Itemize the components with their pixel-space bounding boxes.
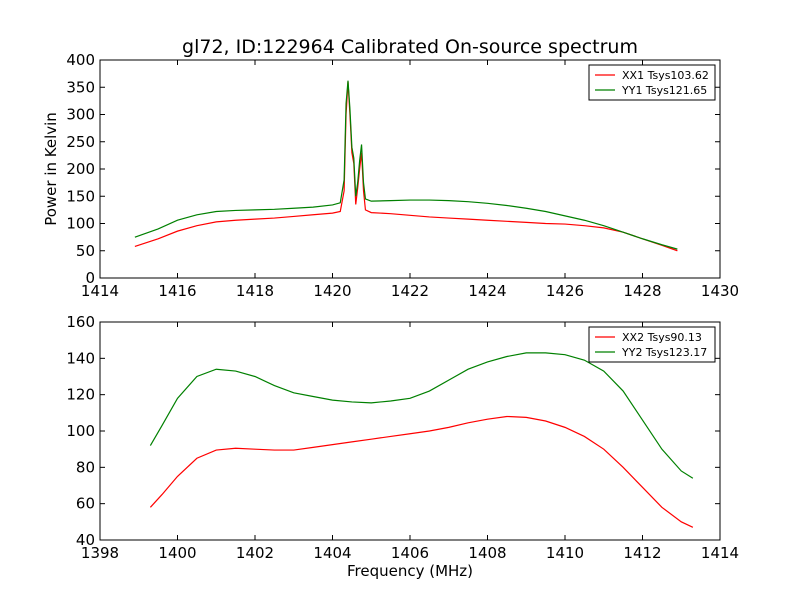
y-tick-label: 350 [66, 78, 95, 96]
x-tick-label: 1410 [546, 544, 584, 562]
x-tick-label: 1404 [313, 544, 351, 562]
x-tick-label: 1430 [701, 282, 739, 300]
x-tick-label: 1428 [623, 282, 661, 300]
x-tick-label: 1422 [391, 282, 429, 300]
x-tick-label: 1426 [546, 282, 584, 300]
x-tick-label: 1412 [623, 544, 661, 562]
y-tick-label: 120 [66, 386, 95, 404]
x-tick-label: 1406 [391, 544, 429, 562]
y-tick-label: 100 [66, 215, 95, 233]
x-tick-label: 1420 [313, 282, 351, 300]
legend: XX1 Tsys103.62 YY1 Tsys121.65 [588, 64, 716, 101]
legend: XX2 Tsys90.13 YY2 Tsys123.17 [588, 326, 716, 363]
bottom-spectrum-panel: 1398 1400 1402 1404 1406 1408 1410 1412 1414 40 60… [66, 313, 739, 580]
y-axis-label: Power in Kelvin [42, 112, 60, 226]
x-tick-label: 1416 [158, 282, 196, 300]
y-tick-label: 80 [76, 458, 95, 476]
y-tick-label: 140 [66, 349, 95, 367]
y-tick-label: 60 [76, 495, 95, 513]
y-tick-label: 100 [66, 422, 95, 440]
legend-entry-label: XX1 Tsys103.62 [622, 69, 709, 82]
series-line-green [149, 352, 694, 479]
legend-entry-label: XX2 Tsys90.13 [622, 331, 702, 344]
y-tick-label: 250 [66, 133, 95, 151]
y-tick-label: 300 [66, 106, 95, 124]
x-tick-label: 1424 [468, 282, 506, 300]
series-line-red [149, 415, 694, 528]
y-tick-label: 160 [66, 313, 95, 331]
legend-entry-label: YY1 Tsys121.65 [621, 84, 707, 97]
y-tick-label: 150 [66, 187, 95, 205]
x-axis-label: Frequency (MHz) [347, 562, 473, 580]
y-tick-label: 400 [66, 51, 95, 69]
chart-title: gl72, ID:122964 Calibrated On-source spe… [182, 36, 638, 58]
y-tick-label: 200 [66, 160, 95, 178]
x-tick-label: 1398 [81, 544, 119, 562]
series-line-red [134, 81, 678, 252]
y-tick-label: 50 [76, 242, 95, 260]
series-line-green [134, 80, 678, 250]
x-tick-label: 1400 [158, 544, 196, 562]
x-tick-label: 1414 [701, 544, 739, 562]
top-spectrum-panel: 1414 1416 1418 1420 1422 1424 1426 1428 1430 0 50 1… [42, 51, 739, 300]
y-tick-label: 0 [85, 269, 95, 287]
legend-box [588, 64, 716, 101]
x-tick-label: 1418 [236, 282, 274, 300]
x-tick-label: 1402 [236, 544, 274, 562]
x-tick-label: 1408 [468, 544, 506, 562]
legend-entry-label: YY2 Tsys123.17 [621, 346, 707, 359]
legend-box [588, 326, 716, 363]
x-tick-label: 1414 [81, 282, 119, 300]
y-tick-label: 40 [76, 531, 95, 549]
